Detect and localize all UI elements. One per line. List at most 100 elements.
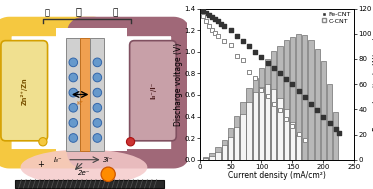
Fe-CNT — [265, 61, 271, 64]
C-CNT — [289, 125, 295, 128]
FancyBboxPatch shape — [1, 41, 48, 141]
Circle shape — [93, 103, 102, 112]
Text: Zn²⁺/Zn: Zn²⁺/Zn — [21, 77, 28, 105]
C-CNT — [271, 102, 277, 105]
Circle shape — [93, 88, 102, 97]
X-axis label: Current density (mA/cm²): Current density (mA/cm²) — [228, 171, 326, 180]
Bar — [240, 102, 245, 160]
Text: 2e⁻: 2e⁻ — [78, 170, 90, 176]
Fe-CNT — [212, 18, 218, 21]
Bar — [209, 156, 214, 160]
Bar — [222, 145, 227, 160]
Fe-CNT — [296, 89, 302, 92]
C-CNT — [283, 117, 289, 120]
Circle shape — [69, 119, 78, 127]
Fe-CNT — [283, 77, 289, 80]
Bar — [247, 88, 252, 160]
Bar — [259, 68, 264, 160]
Bar — [240, 114, 245, 160]
Bar — [308, 40, 314, 160]
Circle shape — [93, 73, 102, 82]
Bar — [321, 61, 326, 160]
Fe-CNT — [200, 9, 206, 12]
Bar — [290, 37, 295, 160]
Bar — [203, 158, 209, 160]
Bar — [278, 46, 283, 160]
Fe-CNT — [218, 22, 224, 25]
Bar — [327, 84, 332, 160]
Circle shape — [69, 88, 78, 97]
Bar — [296, 34, 301, 160]
C-CNT — [228, 44, 233, 47]
Bar — [228, 128, 233, 160]
Text: K⁺: K⁺ — [76, 101, 84, 105]
Bar — [15, 180, 164, 188]
Bar — [271, 89, 276, 160]
Circle shape — [69, 73, 78, 82]
Bar — [234, 127, 239, 160]
Text: 🌞: 🌞 — [113, 9, 118, 18]
Bar — [203, 157, 209, 160]
Bar — [314, 49, 320, 160]
C-CNT — [265, 94, 271, 98]
Bar — [90, 38, 104, 151]
Bar — [278, 98, 283, 160]
Bar — [247, 102, 252, 160]
Legend: Fe-CNT, C-CNT: Fe-CNT, C-CNT — [322, 12, 351, 24]
Bar — [209, 153, 214, 160]
Fe-CNT — [271, 66, 277, 69]
Fe-CNT — [234, 34, 240, 37]
Circle shape — [93, 58, 102, 67]
Bar — [271, 51, 276, 160]
Circle shape — [101, 167, 115, 181]
C-CNT — [206, 24, 212, 27]
Fe-CNT — [308, 102, 314, 105]
C-CNT — [296, 132, 302, 135]
Bar — [253, 92, 258, 160]
Text: I₃⁻/I⁻: I₃⁻/I⁻ — [150, 82, 156, 99]
Fe-CNT — [206, 13, 212, 16]
Bar — [66, 38, 80, 151]
Text: 🏗: 🏗 — [44, 9, 49, 18]
Bar — [56, 28, 127, 151]
C-CNT — [209, 29, 215, 32]
Circle shape — [69, 134, 78, 142]
Circle shape — [69, 103, 78, 112]
Circle shape — [126, 138, 135, 146]
FancyBboxPatch shape — [130, 41, 176, 141]
Bar — [296, 135, 301, 160]
Bar — [216, 147, 221, 160]
Bar — [253, 78, 258, 160]
C-CNT — [200, 15, 206, 18]
C-CNT — [277, 108, 283, 112]
Bar — [283, 40, 289, 160]
Bar — [302, 35, 307, 160]
Fe-CNT — [289, 83, 295, 86]
Text: 3I⁻: 3I⁻ — [103, 157, 113, 163]
Text: +: + — [38, 160, 44, 169]
Text: 🌿: 🌿 — [75, 6, 81, 16]
Fe-CNT — [314, 108, 320, 112]
Circle shape — [93, 134, 102, 142]
Fe-CNT — [228, 29, 233, 32]
Fe-CNT — [203, 11, 209, 14]
C-CNT — [215, 34, 221, 37]
Bar — [222, 139, 227, 160]
Bar — [216, 152, 221, 160]
C-CNT — [212, 32, 218, 35]
Bar — [333, 112, 338, 160]
Fe-CNT — [327, 122, 333, 125]
Bar — [259, 87, 264, 160]
Fe-CNT — [336, 131, 342, 134]
Bar — [228, 137, 233, 160]
C-CNT — [302, 139, 308, 142]
Fe-CNT — [277, 72, 283, 75]
C-CNT — [246, 71, 252, 74]
Fe-CNT — [302, 96, 308, 99]
Fe-CNT — [333, 128, 339, 131]
Fe-CNT — [221, 24, 227, 27]
Circle shape — [93, 119, 102, 127]
Bar — [265, 84, 270, 160]
Bar — [283, 109, 289, 160]
C-CNT — [240, 59, 246, 62]
